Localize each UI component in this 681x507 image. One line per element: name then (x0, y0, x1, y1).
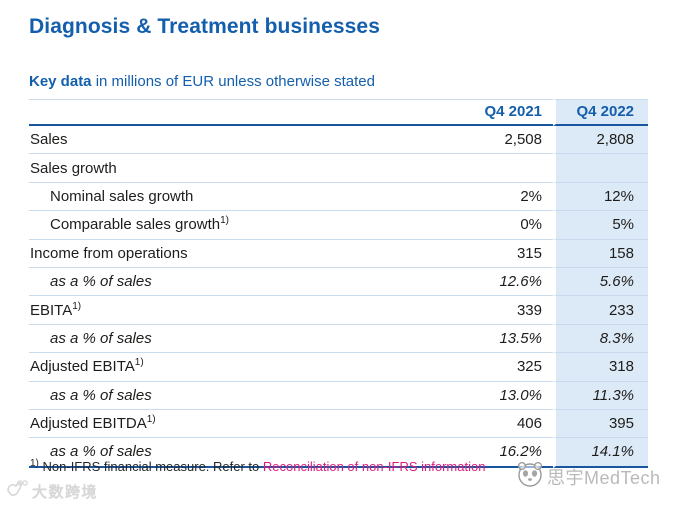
value-q4-2022: 158 (553, 239, 648, 268)
row-label: Comparable sales growth (50, 216, 221, 234)
table-row: Adjusted EBITDA1) 406 395 (29, 409, 648, 439)
value-q4-2022: 8.3% (553, 324, 648, 354)
value-q4-2021: 2% (453, 183, 553, 212)
table-row: Adjusted EBITA1) 325 318 (29, 353, 648, 382)
table-row: Sales growth (29, 154, 648, 183)
table-caption: Key data in millions of EUR unless other… (29, 73, 375, 90)
header-q4-2021: Q4 2021 (453, 99, 553, 126)
row-label: Income from operations (30, 244, 188, 262)
footnote-marker: 1) (30, 458, 39, 469)
table-row: as a % of sales 16.2% 14.1% (29, 438, 648, 468)
watermark-left-label: 大数跨境 (32, 484, 99, 501)
key-data-table: Q4 2021 Q4 2022 Sales 2,508 2,808 Sales gro… (29, 99, 648, 468)
value-q4-2021 (453, 154, 553, 183)
value-q4-2022: 5.6% (553, 267, 648, 297)
hand-logo-icon (5, 479, 29, 504)
table-row: as a % of sales 13.0% 11.3% (29, 381, 648, 410)
row-label: Sales (30, 131, 68, 149)
caption-key-data: Key data (29, 73, 92, 90)
table-body: Sales 2,508 2,808 Sales growth Nominal sales… (29, 126, 648, 468)
value-q4-2021: 13.0% (453, 382, 553, 410)
value-q4-2021: 315 (453, 240, 553, 268)
row-footnote-marker: 1) (134, 357, 144, 369)
row-footnote-marker: 1) (72, 300, 82, 312)
value-q4-2022: 2,808 (553, 126, 648, 155)
watermark-left: 大数跨境 (5, 479, 98, 504)
table-row: EBITA1) 339 233 (29, 296, 648, 325)
value-q4-2021: 325 (453, 353, 553, 382)
value-q4-2022: 12% (553, 182, 648, 212)
header-q4-2022: Q4 2022 (553, 99, 648, 126)
table-row: Comparable sales growth1) 0% 5% (29, 211, 648, 240)
value-q4-2021: 16.2% (453, 438, 553, 468)
row-label: Sales growth (30, 159, 117, 177)
row-label: Adjusted EBITDA (30, 415, 147, 433)
row-label: EBITA (30, 301, 73, 319)
footnote: 1) Non-IFRS financial measure. Refer to … (30, 458, 486, 475)
header-metric-column (29, 99, 453, 126)
value-q4-2021: 2,508 (453, 126, 553, 155)
table-row: Income from operations 315 158 (29, 239, 648, 268)
value-q4-2021: 12.6% (453, 268, 553, 297)
row-label: as a % of sales (50, 273, 152, 291)
value-q4-2021: 13.5% (453, 325, 553, 354)
row-footnote-marker: 1) (146, 414, 156, 426)
footnote-text: Non-IFRS financial measure. Refer to (38, 459, 263, 474)
table-row: as a % of sales 12.6% 5.6% (29, 267, 648, 297)
table-row: Nominal sales growth 2% 12% (29, 182, 648, 212)
table-row: as a % of sales 13.5% 8.3% (29, 324, 648, 354)
row-label: as a % of sales (50, 443, 152, 461)
value-q4-2021: 406 (453, 410, 553, 439)
row-label: Adjusted EBITA (30, 358, 135, 376)
caption-units: in millions of EUR unless otherwise stat… (91, 73, 375, 90)
value-q4-2021: 0% (453, 211, 553, 240)
value-q4-2021: 339 (453, 296, 553, 325)
row-label: Nominal sales growth (50, 187, 194, 205)
value-q4-2022: 5% (553, 211, 648, 240)
value-q4-2022: 14.1% (553, 438, 648, 468)
value-q4-2022 (553, 154, 648, 183)
value-q4-2022: 318 (553, 353, 648, 382)
row-label: as a % of sales (50, 329, 152, 347)
reconciliation-link[interactable]: Reconciliation of non-IFRS information (262, 459, 486, 474)
row-footnote-marker: 1) (220, 215, 229, 227)
row-label: as a % of sales (50, 386, 152, 404)
value-q4-2022: 11.3% (553, 381, 648, 410)
table-header-row: Q4 2021 Q4 2022 (29, 99, 648, 126)
value-q4-2022: 395 (553, 409, 648, 439)
page-title: Diagnosis & Treatment businesses (29, 15, 380, 38)
value-q4-2022: 233 (553, 296, 648, 325)
table-row: Sales 2,508 2,808 (29, 126, 648, 155)
